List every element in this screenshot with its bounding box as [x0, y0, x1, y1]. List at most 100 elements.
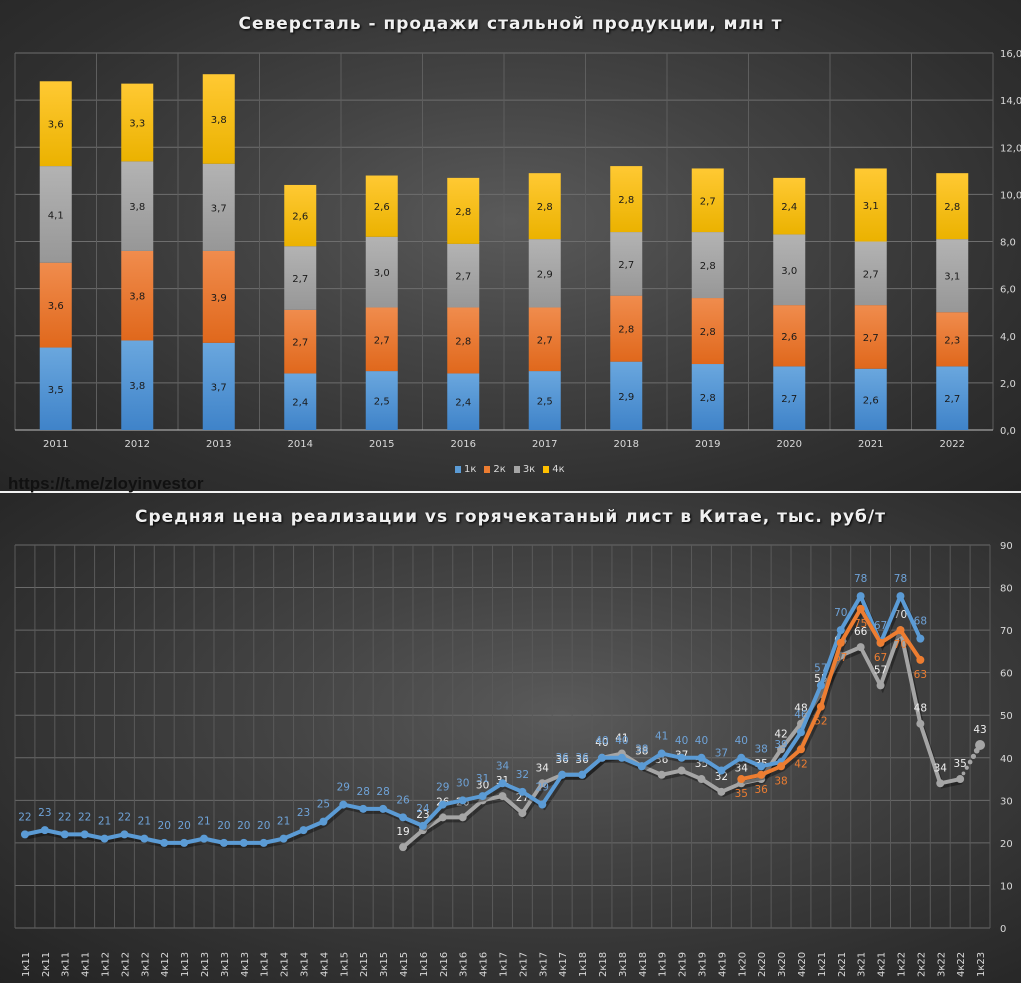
- line-data-label: 21: [277, 816, 290, 828]
- x-tick-label: 3к16: [459, 952, 470, 977]
- bar-segment-4к: [39, 81, 72, 167]
- bar-chart-sales: 0,0 2,0 4,0 6,0 8,0 10,0 12,0 14,0 16,0 3,5 3,6 4,1…: [14, 49, 1021, 450]
- bar-data-label: 2,3: [944, 335, 960, 346]
- line-data-label: 35: [953, 758, 966, 770]
- data-point: [498, 792, 507, 801]
- bar-segment-3к: [365, 236, 398, 308]
- bar-data-label: 3,8: [129, 381, 145, 392]
- x-tick-label: 4к20: [797, 952, 808, 977]
- y-tick-label: 6,0: [1000, 285, 1016, 296]
- line-data-label: 36: [754, 784, 768, 796]
- bar-data-label: 3,9: [211, 293, 227, 304]
- x-tick-label: 1к12: [101, 952, 112, 977]
- data-point: [40, 826, 49, 835]
- legend-sales: 1к 2к 3к 4к: [455, 464, 565, 475]
- x-tick-label: 2к14: [280, 952, 291, 977]
- line-data-label: 75: [854, 618, 867, 630]
- bar-data-label: 2,8: [700, 327, 716, 338]
- line-data-label: 48: [914, 703, 927, 715]
- data-point: [657, 749, 666, 758]
- bar-segment-3к: [610, 232, 643, 296]
- y-tick-label: 0,0: [1000, 426, 1016, 437]
- data-point: [379, 804, 388, 813]
- y-tick-label: 0: [1000, 924, 1006, 935]
- x-tick-label: 3к15: [379, 952, 390, 977]
- x-tick-label: 4к17: [558, 952, 569, 977]
- line-data-label: 24: [416, 803, 430, 815]
- data-point: [956, 775, 965, 784]
- x-tick-label: 3к13: [220, 952, 231, 977]
- x-tick-label: 2015: [369, 439, 394, 450]
- watermark-link[interactable]: https://t.me/zloyinvestor: [8, 474, 204, 493]
- line-data-label: 20: [217, 820, 230, 832]
- data-point: [239, 838, 248, 847]
- data-point: [777, 762, 786, 771]
- data-point: [876, 681, 885, 690]
- line-data-label: 66: [854, 626, 868, 638]
- data-point: [458, 796, 467, 805]
- x-tick-label: 4к15: [399, 952, 410, 977]
- x-tick-label: 2к13: [200, 952, 211, 977]
- data-point: [399, 843, 408, 852]
- x-tick-label: 3к21: [857, 952, 868, 977]
- line-data-label: 30: [476, 779, 489, 791]
- data-point: [538, 800, 547, 809]
- bar-segment-4к: [610, 166, 643, 233]
- data-point: [538, 779, 547, 788]
- line-data-label: 38: [774, 775, 787, 787]
- legend-label: 1к: [464, 464, 477, 475]
- bar-segment-2к: [773, 305, 806, 367]
- line-data-label: 68: [914, 616, 927, 628]
- series-line: [24, 594, 923, 845]
- bar-segment-3к: [528, 239, 561, 308]
- bar-segment-4к: [854, 168, 887, 242]
- y-tick-label: 40: [1000, 754, 1013, 765]
- data-point: [757, 762, 766, 771]
- line-data-label: 37: [715, 748, 728, 760]
- bar-data-label: 2,6: [374, 202, 390, 213]
- x-tick-label: 2021: [858, 439, 883, 450]
- bar-data-label: 3,7: [211, 203, 227, 214]
- bar-data-label: 2,8: [537, 202, 553, 213]
- x-tick-label: 3к14: [300, 952, 311, 977]
- line-data-label: 28: [357, 786, 370, 798]
- x-tick-label: 4к19: [717, 952, 728, 977]
- data-point: [657, 770, 666, 779]
- bar-data-label: 4,1: [48, 210, 64, 221]
- bar-data-label: 2,8: [944, 202, 960, 213]
- legend-label: 4к: [552, 464, 565, 475]
- line-data-label: 20: [177, 820, 190, 832]
- data-point: [757, 770, 766, 779]
- line-data-label: 41: [615, 733, 628, 745]
- bar-data-label: 2,8: [455, 207, 471, 218]
- bar-segment-1к: [39, 347, 72, 430]
- legend-label: 3к: [522, 464, 536, 475]
- data-point-projected: [975, 740, 986, 751]
- line-data-label: 70: [894, 609, 907, 621]
- y-tick-label: 2,0: [1000, 379, 1016, 390]
- bar-segment-1к: [936, 366, 969, 430]
- data-point: [518, 809, 527, 818]
- bar-segment-2к: [936, 312, 969, 367]
- bar-segment-2к: [121, 250, 154, 341]
- data-point: [160, 838, 169, 847]
- y-tick-label: 10: [1000, 881, 1013, 892]
- x-tick-label: 3к17: [538, 952, 549, 977]
- projection-dot: [967, 759, 973, 765]
- line-data-label: 36: [556, 752, 570, 764]
- data-point: [438, 813, 447, 822]
- y-tick-label: 60: [1000, 669, 1013, 680]
- bar-segment-1к: [284, 373, 317, 430]
- legend-swatch: [484, 466, 491, 473]
- bar-segment-3к: [202, 163, 235, 251]
- data-point: [916, 719, 925, 728]
- line-data-label: 29: [436, 782, 449, 794]
- legend-item-1к: 1к: [455, 464, 476, 475]
- x-tick-label: 4к13: [240, 952, 251, 977]
- bar-segment-1к: [365, 371, 398, 430]
- y-tick-label: 70: [1000, 626, 1013, 637]
- line-data-label: 40: [695, 735, 708, 747]
- x-tick-label: 4к21: [877, 952, 888, 977]
- bar-data-label: 2,8: [455, 336, 471, 347]
- x-tick-label: 4к11: [81, 952, 92, 977]
